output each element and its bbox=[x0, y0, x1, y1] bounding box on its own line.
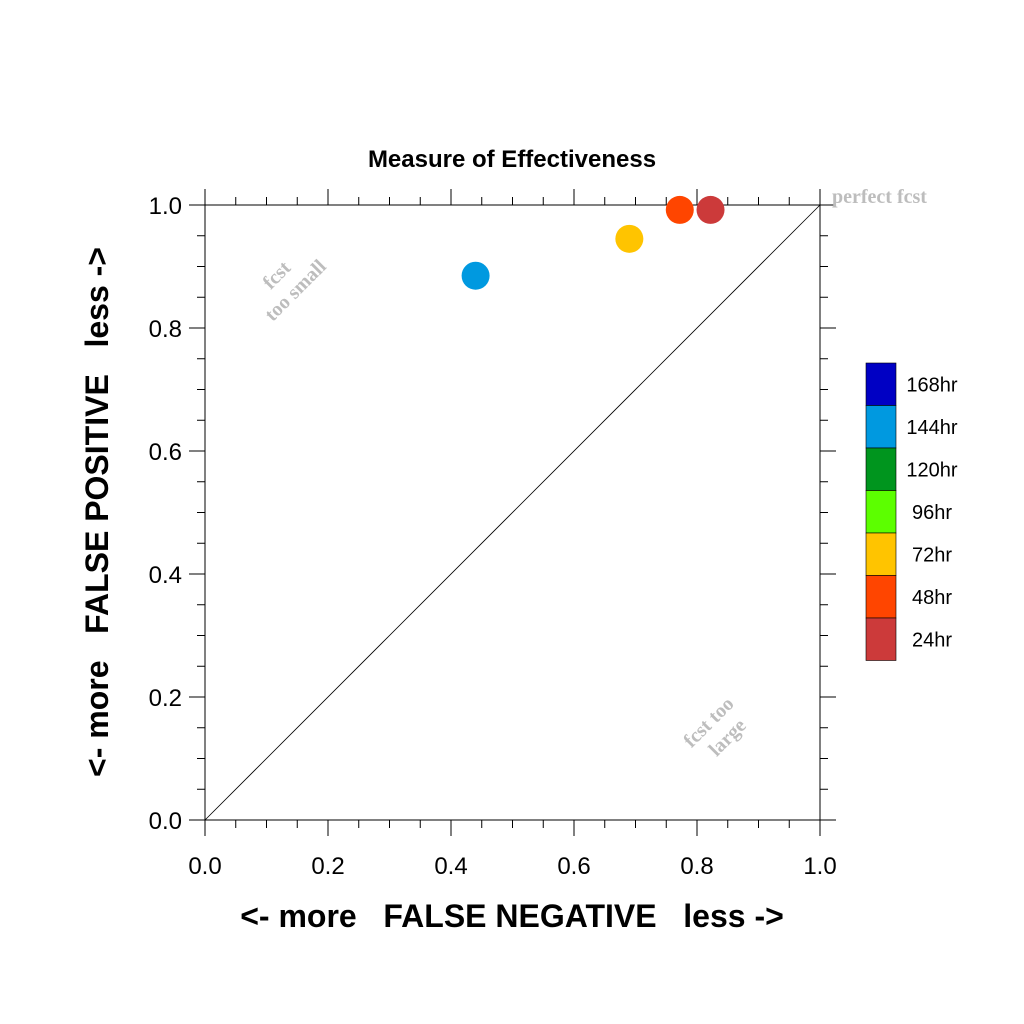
y-tick-label: 0.6 bbox=[149, 439, 182, 466]
y-tick-label: 0.2 bbox=[149, 685, 182, 712]
y-tick-label: 0.4 bbox=[149, 562, 182, 589]
data-point-48hr bbox=[665, 195, 694, 224]
fcst-too-large-annotation: fcst too large bbox=[679, 689, 759, 769]
legend-label-144hr: 144hr bbox=[906, 417, 957, 439]
x-tick-label: 0.8 bbox=[680, 853, 713, 880]
perfect-diagonal-line bbox=[204, 204, 821, 821]
legend-swatch-120hr bbox=[865, 447, 897, 491]
legend: 168hr 144hr 120hr 96hr 72hr 48hr 24hr bbox=[865, 362, 958, 661]
axis-ticks bbox=[189, 189, 836, 836]
y-axis-title: <- more FALSE POSITIVE less -> bbox=[79, 247, 115, 777]
region-annotations: perfect fcst fcst too small fcst too lar… bbox=[244, 186, 928, 769]
y-tick-label: 0.8 bbox=[149, 316, 182, 343]
x-axis-title: <- more FALSE NEGATIVE less -> bbox=[240, 898, 784, 934]
legend-label-96hr: 96hr bbox=[912, 502, 952, 524]
x-tick-label: 0.0 bbox=[188, 853, 221, 880]
x-tick-label: 0.2 bbox=[311, 853, 344, 880]
data-point-24hr bbox=[696, 195, 725, 224]
fcst-too-small-annotation: fcst too small bbox=[244, 238, 331, 325]
chart-title: Measure of Effectiveness bbox=[368, 146, 656, 173]
legend-swatch-96hr bbox=[865, 490, 897, 534]
legend-label-168hr: 168hr bbox=[906, 374, 957, 396]
x-tick-label: 0.6 bbox=[557, 853, 590, 880]
data-point-72hr bbox=[615, 224, 644, 253]
legend-label-120hr: 120hr bbox=[906, 459, 957, 481]
legend-swatch-48hr bbox=[865, 575, 897, 619]
data-point-144hr bbox=[461, 261, 490, 290]
legend-swatch-168hr bbox=[865, 362, 897, 406]
y-tick-label: 1.0 bbox=[149, 193, 182, 220]
x-tick-label: 0.4 bbox=[434, 853, 467, 880]
data-points bbox=[461, 195, 725, 290]
legend-label-24hr: 24hr bbox=[912, 629, 952, 651]
legend-swatch-24hr bbox=[865, 617, 897, 661]
y-tick-label: 0.0 bbox=[149, 808, 182, 835]
x-tick-label: 1.0 bbox=[803, 853, 836, 880]
perfect-fcst-annotation: perfect fcst bbox=[832, 186, 927, 208]
legend-label-72hr: 72hr bbox=[912, 544, 952, 566]
legend-label-48hr: 48hr bbox=[912, 587, 952, 609]
axis-tick-labels: 0.0 0.2 0.4 0.6 0.8 1.0 0.0 0.2 0.4 0.6 0.8 1.0 bbox=[149, 193, 837, 880]
legend-swatch-72hr bbox=[865, 532, 897, 576]
legend-swatch-144hr bbox=[865, 405, 897, 449]
